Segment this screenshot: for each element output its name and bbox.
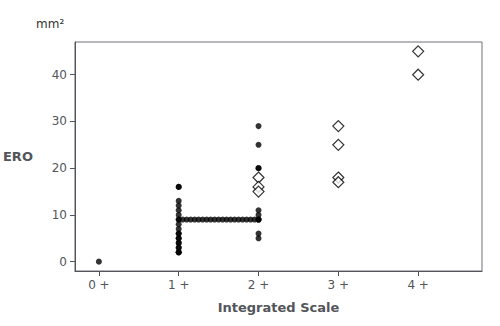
- svg-text:1 +: 1 +: [168, 278, 190, 292]
- svg-text:2 +: 2 +: [248, 278, 270, 292]
- svg-text:20: 20: [52, 161, 67, 175]
- svg-text:mm²: mm²: [36, 17, 64, 31]
- svg-text:0: 0: [59, 255, 67, 269]
- svg-text:ERO: ERO: [3, 149, 33, 164]
- svg-text:10: 10: [52, 208, 67, 222]
- svg-text:3 +: 3 +: [328, 278, 350, 292]
- svg-text:Integrated Scale: Integrated Scale: [218, 300, 340, 315]
- svg-text:4 +: 4 +: [407, 278, 429, 292]
- svg-text:0 +: 0 +: [88, 278, 110, 292]
- svg-text:40: 40: [52, 68, 67, 82]
- svg-text:30: 30: [52, 114, 67, 128]
